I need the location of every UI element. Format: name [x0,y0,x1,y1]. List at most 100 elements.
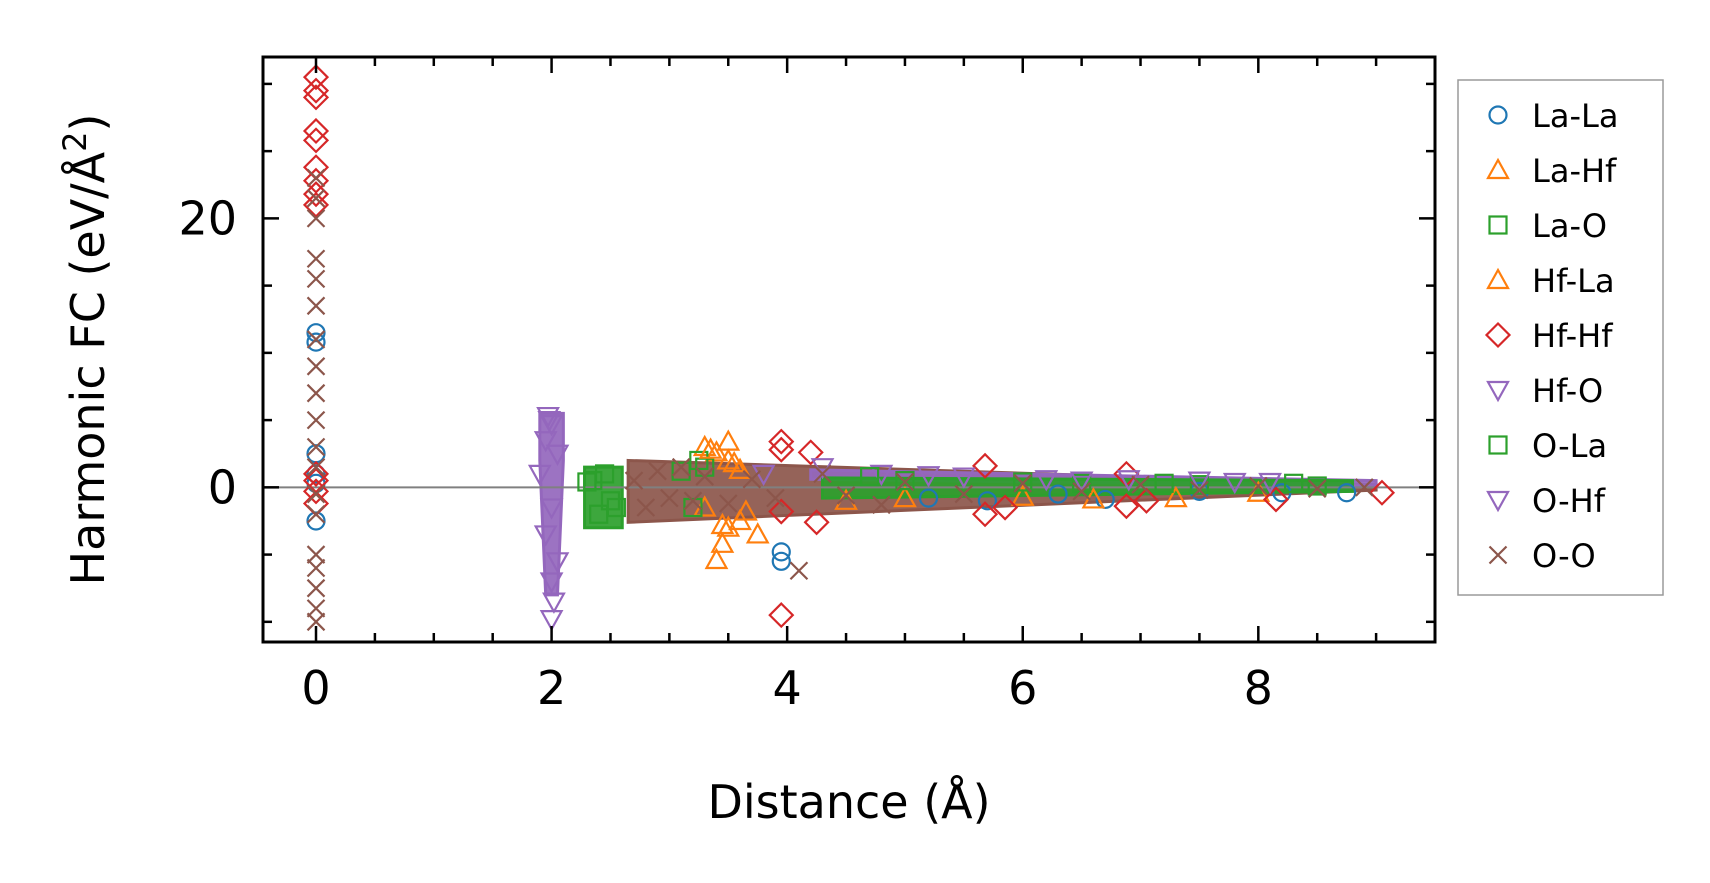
point-o-o [954,484,974,504]
point-la-o [683,497,703,518]
series-o-o [306,168,1374,632]
point-o-o [306,188,326,208]
point-o-o [813,464,832,484]
legend-label: La-Hf [1532,152,1617,190]
point-o-la [1284,473,1304,493]
point-o-la [600,491,621,511]
point-la-hf [1010,484,1035,506]
point-o-o [306,249,326,269]
point-hf-hf [768,602,795,629]
data-bands [538,411,1378,597]
point-o-o [306,599,326,618]
point-o-o [742,469,762,489]
point-o-o [306,612,326,632]
point-la-o [1189,475,1210,495]
point-hf-hf [1262,486,1290,513]
point-la-la [306,332,326,352]
point-hf-o [1258,472,1282,495]
point-la-hf [692,434,717,457]
point-hf-o [539,498,564,520]
point-hf-hf [302,64,330,91]
point-la-o [583,471,603,491]
point-o-o [636,498,656,517]
point-o-o [1307,479,1327,498]
point-hf-hf [302,154,330,181]
legend-marker-hf-hf [1484,321,1512,349]
point-hf-la [710,531,735,553]
point-o-o [306,269,326,289]
legend-label: O-Hf [1532,482,1606,520]
y-axis-label-base: Harmonic FC (eV/Å [61,151,115,585]
point-o-o [1190,480,1209,500]
point-o-o [1072,482,1091,501]
series-la-la [306,323,1357,571]
legend-entry: O-Hf [1486,482,1606,520]
point-o-o [306,504,326,524]
point-hf-hf [803,509,830,536]
point-la-hf [704,440,729,462]
point-la-la [1095,489,1115,510]
y-tick-label: 20 [178,191,237,245]
point-hf-hf [1113,493,1140,520]
y-axis-label-close: ) [61,114,115,132]
y-axis-label-superscript: 2 [56,132,94,152]
legend: La-La La-Hf La-O Hf-La Hf-Hf Hf-O O-La O-Hf O-O [1457,79,1664,596]
point-o-la [860,466,880,487]
point-o-o [872,495,891,515]
legend-label: La-O [1532,207,1607,245]
point-hf-hf [971,452,999,479]
point-hf-hf [302,127,330,154]
point-la-hf [728,457,752,479]
point-o-o [1131,475,1150,494]
point-o-o [306,437,326,457]
point-o-hf [1069,471,1094,493]
point-o-o [836,486,856,505]
y-tick-label: 0 [208,460,237,514]
legend-entry: La-O [1488,207,1607,245]
point-o-o [695,467,714,486]
series-hf-hf [302,64,1396,629]
legend-label: O-O [1532,537,1596,575]
point-hf-o [1116,470,1141,492]
point-la-o [895,471,915,491]
point-la-o [1307,476,1327,496]
point-o-o [648,461,667,481]
point-hf-o [539,572,564,594]
point-hf-hf [302,117,330,145]
point-la-la [771,551,791,571]
point-o-o [306,457,326,477]
point-o-o [671,457,691,477]
point-o-o [789,561,809,581]
point-la-la [771,542,791,562]
legend-marker-hf-la [1486,267,1510,290]
point-hf-la [716,429,741,451]
point-o-o [1013,474,1033,493]
point-o-o [660,488,679,508]
point-hf-o [1034,470,1059,492]
point-o-o [306,209,326,228]
point-hf-hf [768,498,795,525]
point-o-la [1013,472,1033,492]
point-hf-hf [302,460,330,487]
y-axis-ticks: 0 20 [178,82,1435,624]
point-hf-hf [797,439,824,466]
point-o-o [895,472,915,492]
point-o-la [577,472,597,492]
point-o-o [306,578,326,598]
legend-marker-la-hf [1486,157,1510,180]
point-hf-o [527,464,552,487]
point-hf-hf [992,494,1019,521]
legend-label: Hf-La [1532,262,1615,300]
point-o-o [306,296,326,316]
point-la-la [306,511,326,531]
point-hf-o [545,552,570,574]
legend-marker-hf-o [1486,380,1510,403]
point-la-la [1337,483,1357,503]
point-o-o [306,410,326,430]
legend-marker-o-hf [1486,490,1510,513]
series-o-la [577,461,1304,511]
point-hf-la [722,450,747,473]
point-hf-hf [302,77,330,104]
point-hf-o [539,610,564,632]
legend-entry: Hf-La [1486,262,1615,300]
